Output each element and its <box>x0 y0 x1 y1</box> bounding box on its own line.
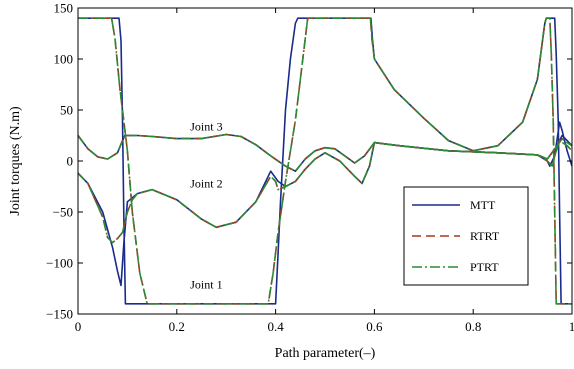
y-tick-label: −150 <box>46 307 73 322</box>
x-tick-label: 1 <box>569 319 574 334</box>
y-tick-label: 50 <box>60 103 73 118</box>
y-tick-label: −50 <box>53 205 73 220</box>
x-axis-label: Path parameter(–) <box>275 346 376 361</box>
series-line-ptrt-joint-2 <box>78 139 572 244</box>
annotation-joint-2: Joint 2 <box>190 177 222 191</box>
x-tick-label: 0 <box>75 319 82 334</box>
y-tick-label: 150 <box>54 1 74 16</box>
y-tick-label: 0 <box>67 154 74 169</box>
series-ptrt <box>78 17 572 305</box>
series-line-ptrt-joint-3 <box>78 133 572 172</box>
annotation-layer: Joint 3 Joint 2 Joint 1 <box>190 119 222 291</box>
x-tick-label: 0.4 <box>267 319 284 334</box>
y-tick-label: 100 <box>54 52 74 67</box>
annotation-joint-1: Joint 1 <box>190 278 222 292</box>
y-tick-label: −100 <box>46 256 73 271</box>
y-axis-label: Joint torques (N.m) <box>8 106 23 216</box>
x-tick-label: 0.6 <box>366 319 383 334</box>
x-tick-label: 0.8 <box>465 319 481 334</box>
legend-label-rtrt: RTRT <box>470 229 500 243</box>
legend-label-ptrt: PTRT <box>470 260 499 274</box>
legend: MTT RTRT PTRT <box>403 186 529 286</box>
legend-box <box>403 186 529 286</box>
tick-layer: 0 0.2 0.4 0.6 0.8 1 −150 −100 −50 0 50 100 150 <box>46 1 574 335</box>
series-layer <box>78 17 572 305</box>
annotation-joint-3: Joint 3 <box>190 119 222 133</box>
legend-label-mtt: MTT <box>470 198 496 212</box>
series-line-ptrt-joint-1 <box>78 17 572 305</box>
x-tick-label: 0.2 <box>169 319 185 334</box>
